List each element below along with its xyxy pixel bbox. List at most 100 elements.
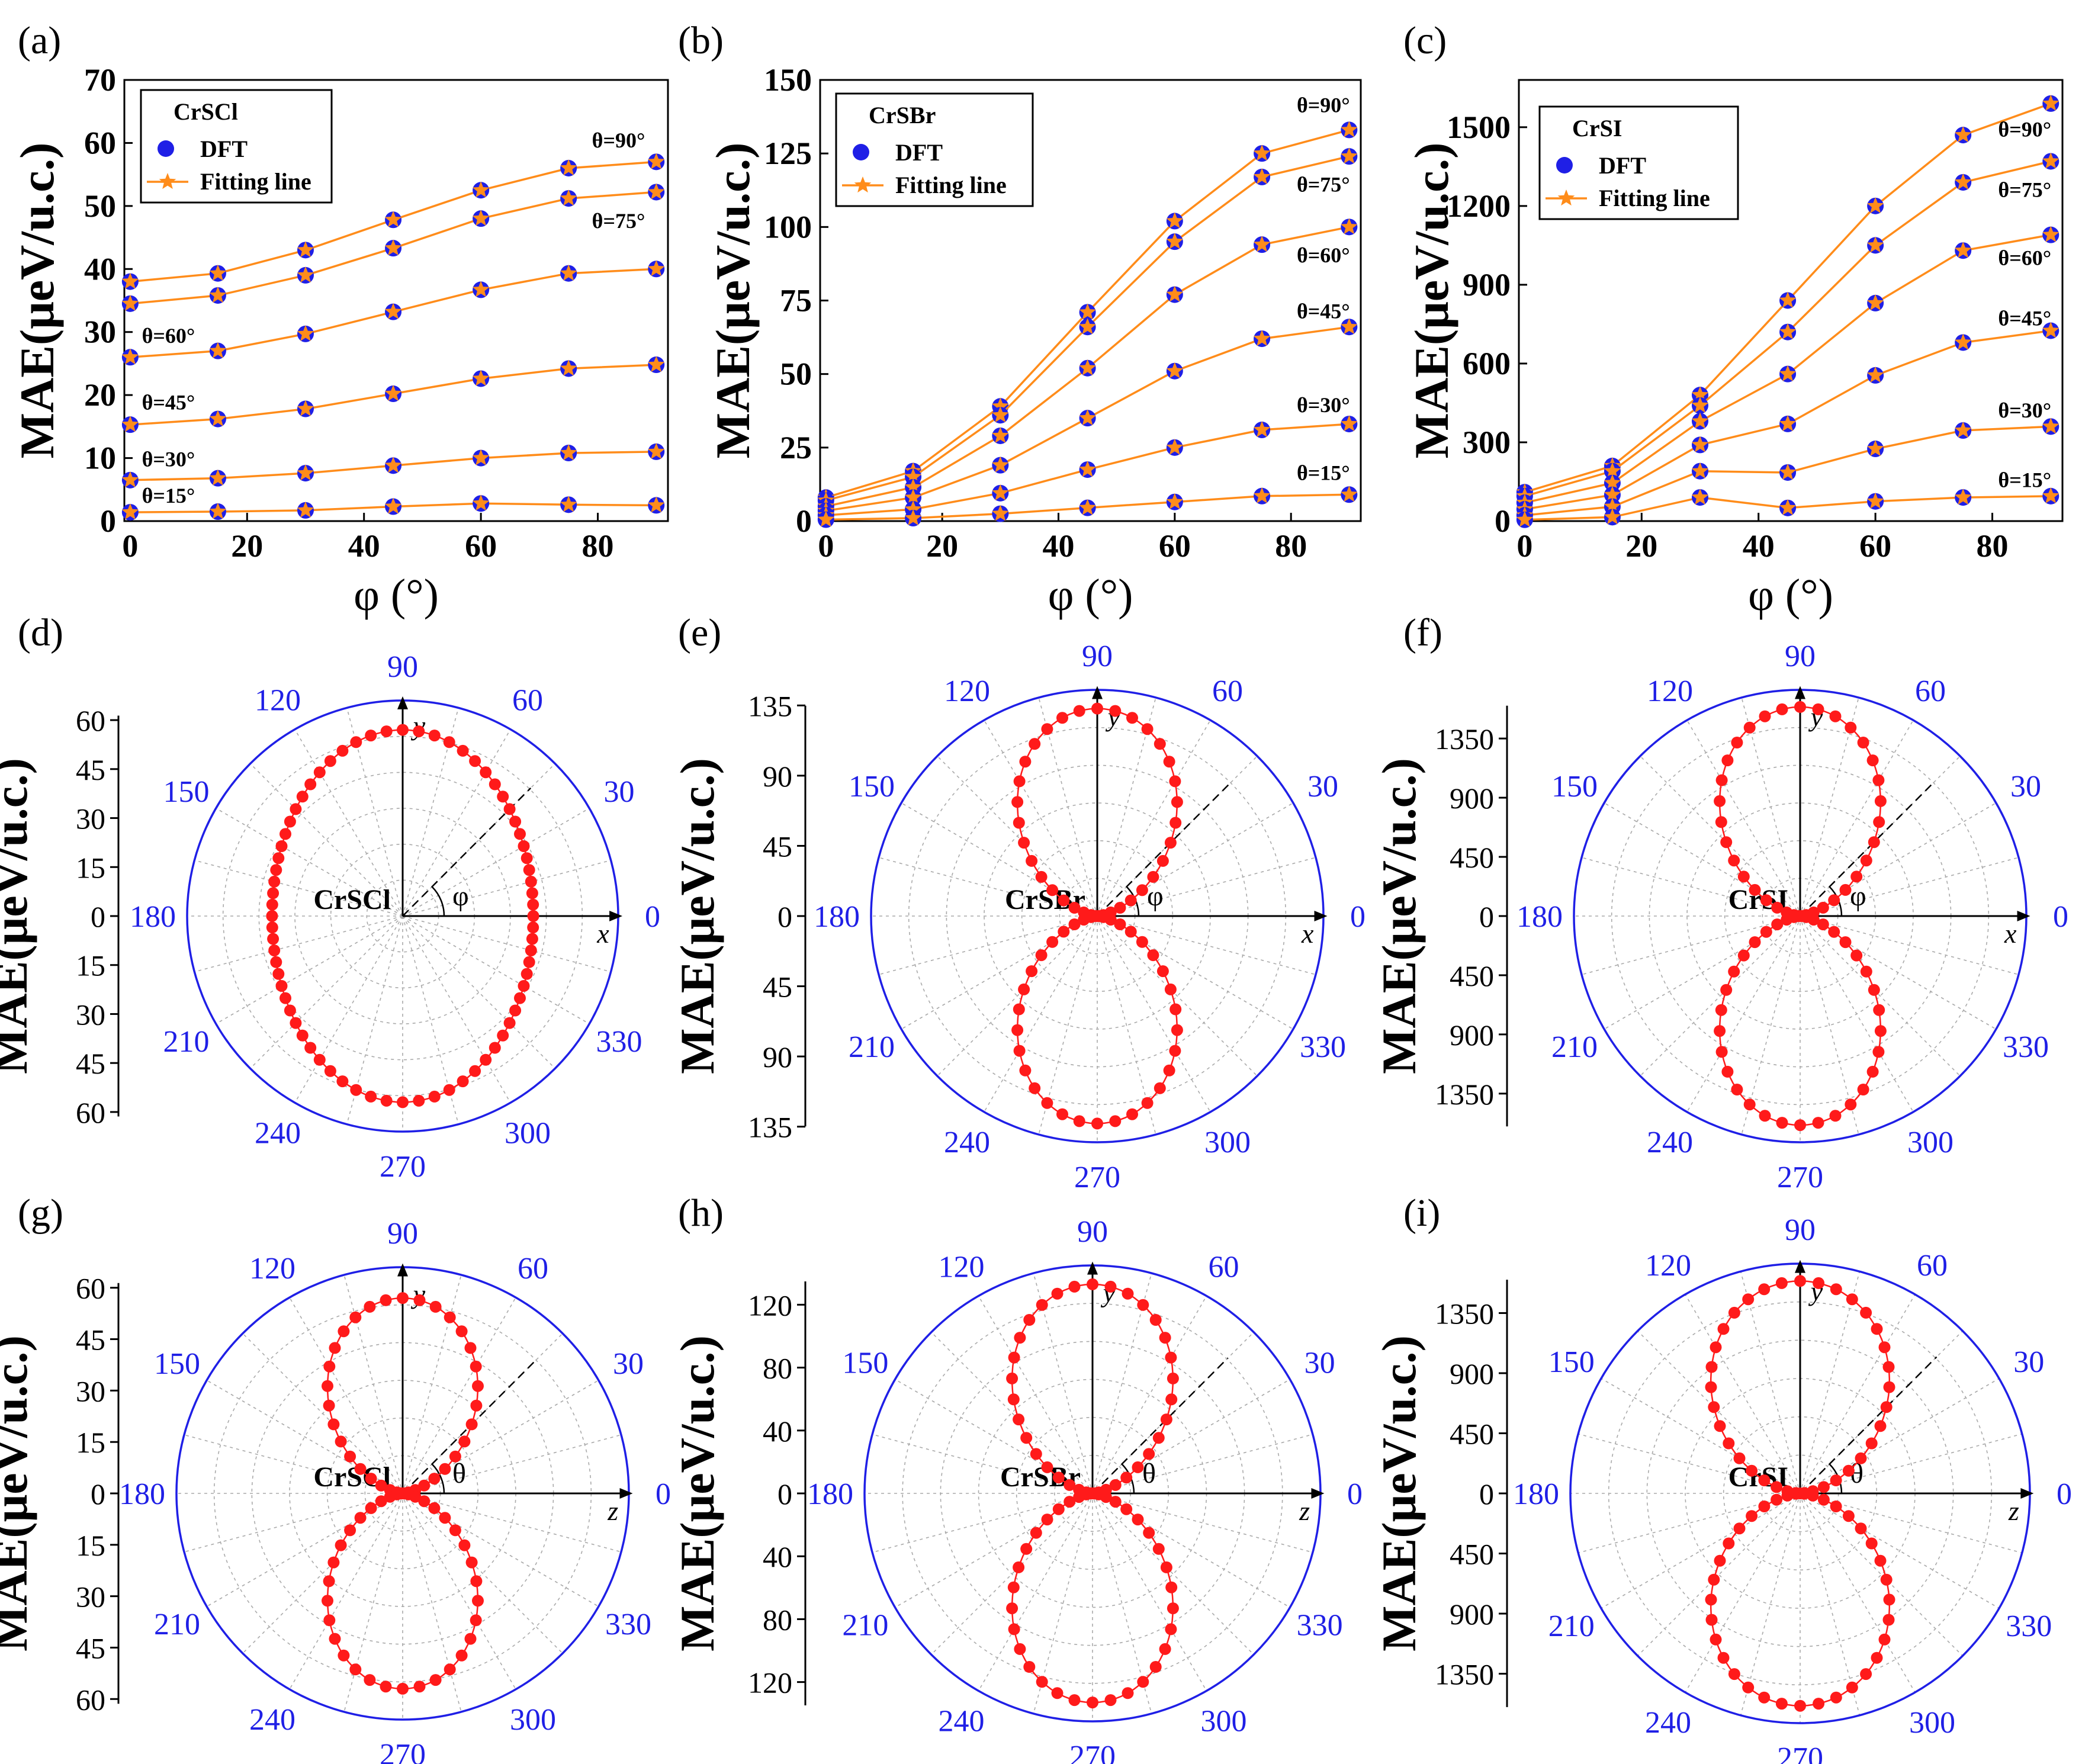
radial-tick-label: 900 [1450,1357,1494,1390]
fit-point [384,385,402,401]
polar-point [1812,703,1824,715]
radial-tick-label: 1350 [1435,1297,1494,1330]
angle-ray [1800,781,1935,917]
radial-tick-label: 30 [76,1374,105,1408]
panel-label: (f) [1403,611,1442,654]
polar-point [527,898,539,911]
angle-label: 270 [1777,1741,1823,1764]
polar-point [1846,1681,1858,1694]
y-tick-label: 1500 [1447,110,1511,145]
series-θ=30°: θ=30° [121,442,665,489]
polar-point [380,1294,392,1306]
polar-point [1154,1082,1166,1094]
grid-spoke [937,915,1098,1077]
polar-point [1817,1493,1830,1506]
fit-point [1166,233,1184,249]
y-tick-label: 20 [84,377,116,413]
grid-spoke [895,1379,1093,1494]
fit-point [209,503,227,519]
polar-panel-d: (d)0306090120150180210240270300330xyφCrS… [0,611,660,1184]
polar-point [1874,1554,1887,1567]
polar-point [1007,1581,1020,1593]
angle-label: 240 [944,1126,990,1159]
radial-tick-label: 120 [748,1666,792,1699]
polar-point [1860,965,1872,978]
y-tick-label: 900 [1463,267,1511,303]
fit-point [1691,412,1709,429]
fit-point [648,442,665,460]
fit-point [209,469,227,486]
grid-spoke [984,915,1098,1113]
polar-point [465,1418,478,1431]
y-axis-label: MAE(μeV/u.c.) [706,143,760,459]
grid-spoke [1640,915,1801,1077]
polar-point [1078,914,1090,926]
polar-point [1114,918,1126,930]
polar-point [329,1342,341,1354]
polar-point [1091,702,1103,715]
radial-tick-label: 450 [1450,841,1494,874]
polar-point [1771,1481,1783,1493]
angle-label: 60 [1915,674,1946,708]
angle-label: 300 [510,1703,556,1737]
polar-point [350,1084,362,1096]
angle-label: 150 [154,1347,200,1381]
polar-point [439,1512,451,1524]
axis-name-h: x [596,918,609,949]
fit-point [817,510,835,527]
fit-point [1954,333,1972,350]
polar-point [1733,1452,1746,1464]
fit-point [297,324,314,341]
y-axis-label: MAE(μeV/u.c.) [670,1335,724,1651]
polar-point [365,730,377,742]
fit-point [209,342,227,358]
polar-point [1013,1045,1026,1057]
polar-point [518,980,530,992]
radial-tick-label: 0 [777,1477,792,1511]
polar-point [1775,1698,1788,1710]
angle-ray [1097,781,1232,917]
axis-arrowhead-h [609,911,623,921]
y-tick-label: 100 [764,209,812,245]
polar-point [329,1633,341,1645]
x-tick-label: 80 [1275,528,1307,564]
polar-point [526,887,538,899]
polar-point [428,1090,441,1103]
fit-point [472,369,490,386]
polar-point [1013,1413,1025,1426]
radial-tick-label: 30 [76,998,105,1031]
polar-point [428,1473,441,1485]
angle-label: 300 [505,1116,551,1150]
grid-spoke [984,719,1098,917]
grid-spoke [206,1380,403,1494]
polar-point [1137,1299,1149,1311]
polar-point [1152,1432,1165,1444]
grid-circle [1724,840,1877,992]
polar-point [1114,902,1126,914]
angle-label: 150 [842,1347,888,1380]
axis-arrowhead-v [397,696,408,709]
y-tick-label: 0 [796,503,812,539]
fit-point [1954,242,1972,258]
panel-label: (g) [18,1191,63,1235]
grid-spoke [1800,1493,1916,1693]
polar-point [1714,1420,1726,1432]
fit-point [209,287,227,303]
polar-point [489,1042,501,1054]
grid-spoke [1800,719,1914,917]
fit-point [209,410,227,426]
polar-point [489,778,501,791]
grid-spoke [343,1493,403,1712]
polar-point [1781,914,1793,926]
fit-point [1779,499,1797,515]
grid-spoke [1604,915,1801,1030]
fit-point [1691,436,1709,452]
fit-point [904,468,922,484]
radial-tick-label: 45 [76,1323,105,1357]
polar-point [1760,894,1772,907]
polar-point [1830,1283,1842,1296]
polar-point [443,1084,455,1096]
polar-point [1715,816,1727,828]
polar-point [1036,1676,1048,1688]
polar-point [1068,1694,1081,1707]
